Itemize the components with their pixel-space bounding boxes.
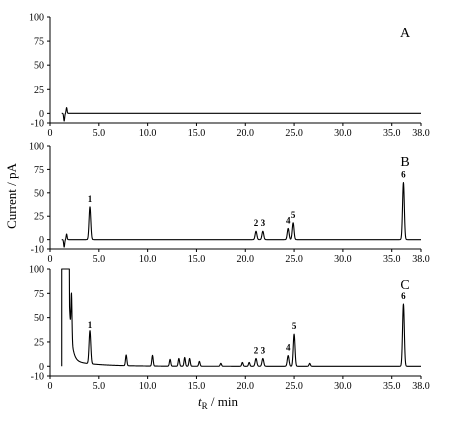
signal-trace-b	[61, 181, 422, 248]
peak-label-c-6: 6	[401, 291, 406, 301]
peak-label-c-3: 3	[261, 345, 266, 355]
peak-label-b-3: 3	[261, 218, 266, 228]
x-tick-label-b: 25.0	[285, 254, 303, 265]
x-axis-symbol: t	[198, 394, 202, 409]
signal-trace-a	[61, 107, 422, 122]
x-tick-label-a: 25.0	[285, 128, 303, 139]
y-tick-label-b: 75	[34, 165, 44, 176]
y-tick-label-c: 25	[34, 337, 44, 348]
y-tick-label-c: 0	[39, 362, 44, 373]
x-tick-label-c: 25.0	[285, 381, 303, 392]
y-tick-label-b: 0	[39, 235, 44, 246]
x-tick-label-a: 5.0	[93, 128, 106, 139]
y-tick-label-c: 75	[34, 289, 44, 300]
x-tick-label-c: 35.0	[383, 381, 401, 392]
x-tick-label-b: 5.0	[93, 254, 106, 265]
y-tick-label-b: 100	[29, 142, 44, 153]
x-tick-label-b: 30.0	[334, 254, 352, 265]
x-tick-label-c: 20.0	[237, 381, 255, 392]
x-axis-label: tR / min	[198, 394, 238, 411]
y-tick-label-b: 25	[34, 212, 44, 223]
y-tick-label-a: 50	[34, 61, 44, 72]
x-tick-label-b: 15.0	[188, 254, 206, 265]
x-tick-label-c: 5.0	[93, 381, 106, 392]
peak-label-b-2: 2	[254, 218, 259, 228]
x-axis-unit: / min	[208, 394, 239, 409]
y-tick-label-c: 50	[34, 313, 44, 324]
y-tick-label-c: -10	[31, 372, 44, 383]
y-tick-label-a: 75	[34, 37, 44, 48]
y-tick-label-a: 0	[39, 109, 44, 120]
x-tick-label-b: 20.0	[237, 254, 255, 265]
y-tick-label-a: 100	[29, 13, 44, 24]
y-tick-label-b: -10	[31, 245, 44, 256]
x-tick-label-c: 10.0	[139, 381, 157, 392]
x-tick-label-a: 30.0	[334, 128, 352, 139]
y-tick-label-b: 50	[34, 188, 44, 199]
signal-trace-c	[61, 268, 422, 367]
panel-label-c: C	[400, 278, 409, 293]
x-tick-label-a: 0	[48, 128, 53, 139]
y-tick-label-a: 25	[34, 85, 44, 96]
panel-label-b: B	[400, 155, 409, 170]
x-tick-label-a: 35.0	[383, 128, 401, 139]
peak-label-b-5: 5	[291, 210, 296, 220]
peak-label-b-6: 6	[401, 170, 406, 180]
y-tick-label-a: -10	[31, 119, 44, 130]
peak-label-b-4: 4	[286, 215, 291, 225]
x-axis-subscript: R	[202, 401, 208, 411]
panel-label-a: A	[400, 26, 411, 41]
x-tick-label-b: 35.0	[383, 254, 401, 265]
x-tick-label-a: 10.0	[139, 128, 157, 139]
x-tick-label-a: 20.0	[237, 128, 255, 139]
x-tick-label-a: 38.0	[412, 128, 430, 139]
peak-label-c-4: 4	[286, 343, 291, 353]
x-tick-label-c: 30.0	[334, 381, 352, 392]
x-tick-label-a: 15.0	[188, 128, 206, 139]
peak-label-b-1: 1	[88, 194, 93, 204]
y-tick-label-c: 100	[29, 265, 44, 276]
peak-label-c-1: 1	[88, 320, 93, 330]
y-axis-label: Current / pA	[4, 163, 19, 229]
x-tick-label-c: 38.0	[412, 381, 430, 392]
x-tick-label-c: 15.0	[188, 381, 206, 392]
x-tick-label-b: 10.0	[139, 254, 157, 265]
peak-label-c-2: 2	[254, 345, 259, 355]
x-tick-label-c: 0	[48, 381, 53, 392]
x-tick-label-b: 0	[48, 254, 53, 265]
peak-label-c-5: 5	[292, 321, 297, 331]
x-tick-label-b: 38.0	[412, 254, 430, 265]
